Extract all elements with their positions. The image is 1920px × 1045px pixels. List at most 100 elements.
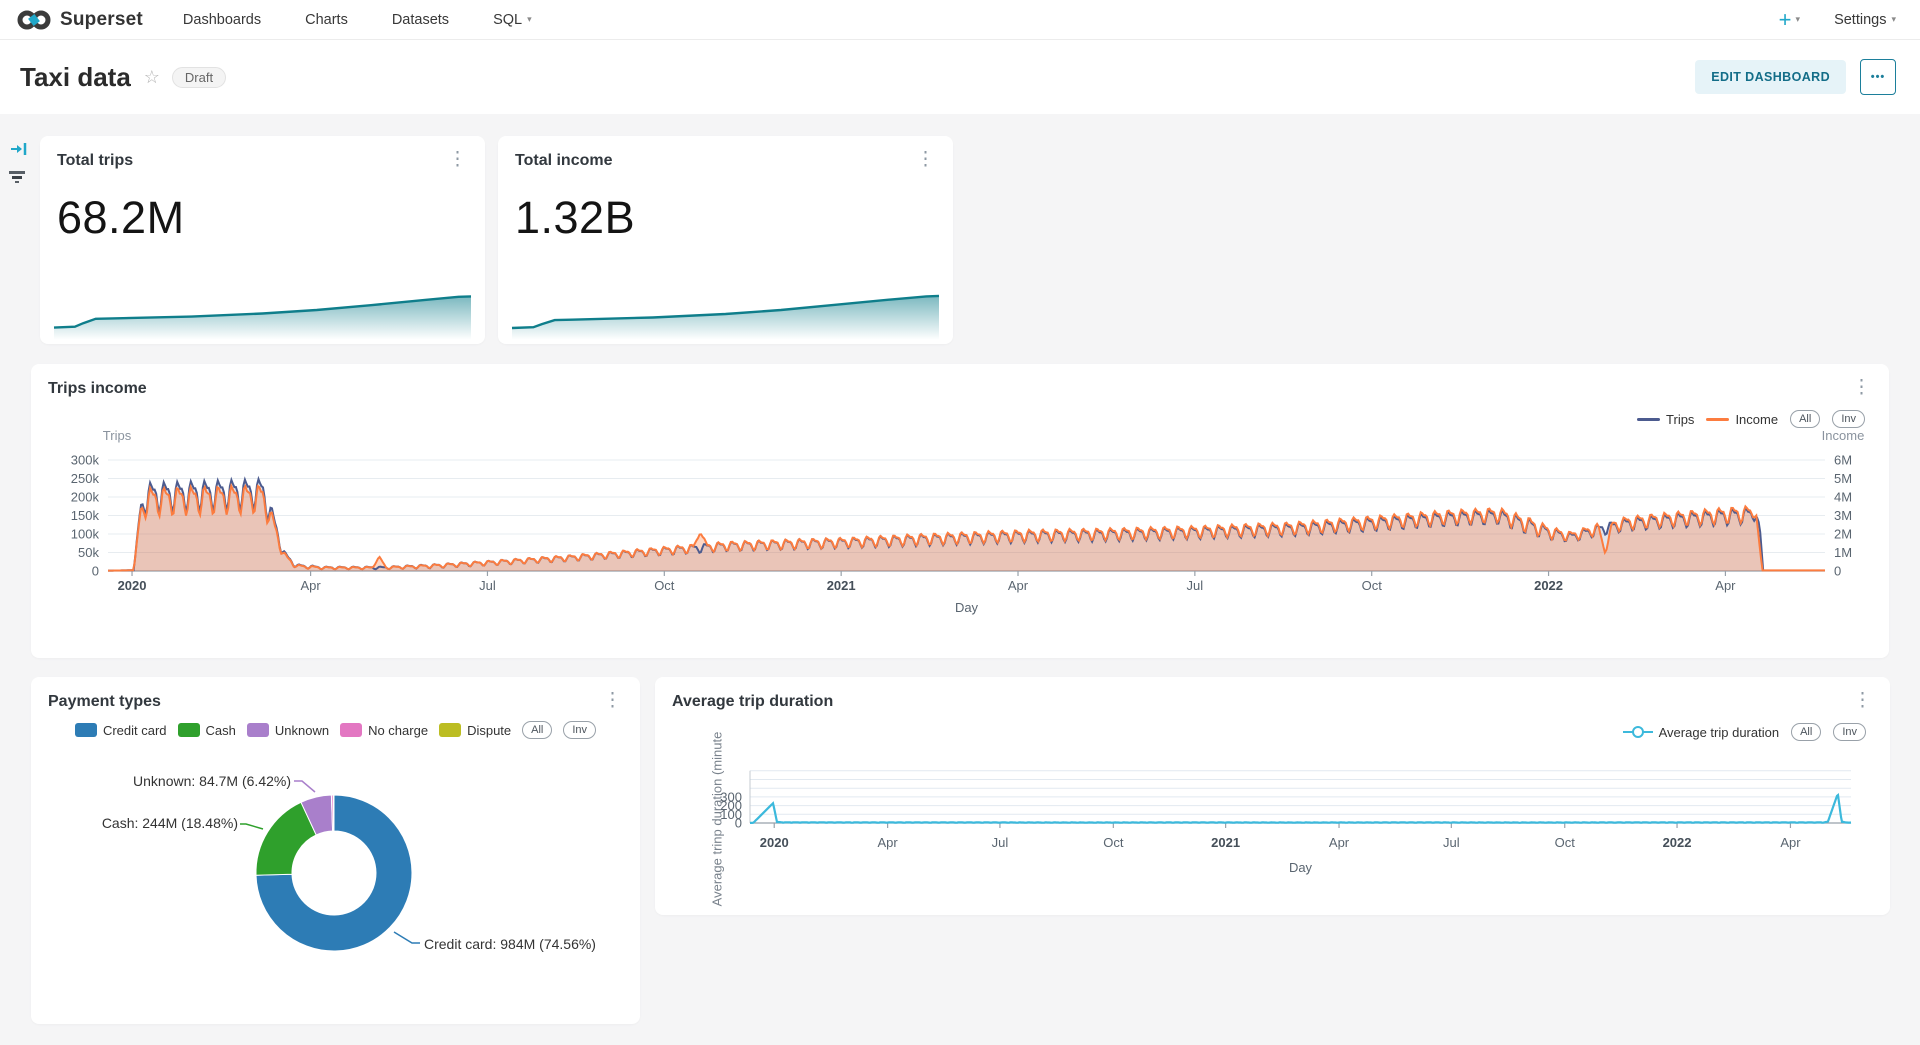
legend-item-avg-trip-duration[interactable]: Average trip duration (1622, 725, 1779, 740)
income-line-swatch (1706, 417, 1730, 421)
nav-item-sql[interactable]: SQL ▾ (493, 11, 532, 28)
chart-title: Average trip duration (672, 693, 834, 710)
legend-item-credit-card[interactable]: Credit card (74, 723, 167, 738)
svg-text:Apr: Apr (1715, 578, 1736, 593)
infinity-logo-icon (17, 10, 51, 29)
trend-sparkline[interactable] (40, 280, 485, 344)
legend-inv-button[interactable]: Inv (1833, 723, 1866, 741)
svg-text:2020: 2020 (118, 578, 147, 593)
svg-text:0: 0 (1834, 564, 1841, 579)
kebab-menu-icon[interactable]: ⋮ (916, 149, 935, 170)
more-options-button[interactable]: ••• (1860, 59, 1896, 95)
svg-text:5M: 5M (1834, 471, 1852, 486)
svg-text:6M: 6M (1834, 453, 1852, 468)
svg-text:300: 300 (720, 789, 742, 804)
svg-text:Apr: Apr (300, 578, 321, 593)
svg-text:100: 100 (720, 807, 742, 822)
chevron-down-icon: ▾ (527, 14, 532, 24)
favorite-star-icon[interactable]: ☆ (143, 66, 160, 87)
expand-filter-bar-icon[interactable] (10, 142, 28, 161)
legend-item-cash[interactable]: Cash (177, 723, 236, 738)
svg-text:2022: 2022 (1534, 578, 1563, 593)
legend-inv-button[interactable]: Inv (1832, 410, 1865, 428)
legend-item-income[interactable]: Income (1706, 412, 1778, 427)
svg-text:Apr: Apr (878, 835, 899, 850)
edit-dashboard-button[interactable]: EDIT DASHBOARD (1695, 60, 1846, 94)
legend-item-unknown[interactable]: Unknown (246, 723, 329, 738)
svg-text:200k: 200k (71, 490, 100, 505)
nav-item-charts[interactable]: Charts (305, 11, 348, 28)
chevron-down-icon: ▾ (1891, 14, 1896, 24)
new-item-button[interactable]: + ▾ (1778, 6, 1800, 32)
card-total-income: Total income ⋮ 1.32B (498, 136, 953, 344)
chart-title: Total trips (57, 152, 134, 169)
chart-legend: Credit card Cash Unknown No charge Dispu… (31, 721, 640, 739)
big-number-value: 1.32B (515, 192, 636, 243)
big-number-value: 68.2M (57, 192, 185, 243)
brand-name: Superset (60, 8, 143, 30)
svg-text:Day: Day (955, 600, 979, 615)
nav-item-dashboards[interactable]: Dashboards (182, 11, 262, 28)
svg-text:Apr: Apr (1329, 835, 1350, 850)
plus-icon: + (1778, 6, 1792, 32)
svg-text:1M: 1M (1834, 545, 1852, 560)
legend-item-no-charge[interactable]: No charge (340, 723, 428, 738)
svg-text:150k: 150k (71, 508, 100, 523)
unknown-swatch (246, 723, 269, 737)
legend-all-button[interactable]: All (1791, 723, 1822, 741)
svg-text:Jul: Jul (479, 578, 496, 593)
dispute-swatch (439, 723, 462, 737)
chart-title: Total income (515, 152, 613, 169)
svg-text:2020: 2020 (760, 835, 789, 850)
svg-text:Jul: Jul (992, 835, 1009, 850)
kebab-menu-icon[interactable]: ⋮ (448, 149, 467, 170)
svg-text:3M: 3M (1834, 508, 1852, 523)
svg-text:2022: 2022 (1663, 835, 1692, 850)
kebab-menu-icon[interactable]: ⋮ (603, 690, 622, 711)
filter-icon[interactable] (8, 171, 26, 183)
svg-text:2M: 2M (1834, 527, 1852, 542)
svg-text:200: 200 (720, 798, 742, 813)
legend-all-button[interactable]: All (522, 721, 553, 739)
svg-text:Oct: Oct (654, 578, 675, 593)
no-charge-swatch (340, 723, 363, 737)
superset-logo[interactable]: Superset (16, 8, 143, 32)
chart-legend: Average trip duration All Inv (1622, 723, 1866, 741)
legend-inv-button[interactable]: Inv (563, 721, 597, 739)
donut-label-credit-card: Credit card: 984M (74.56%) (424, 936, 596, 952)
credit-card-swatch (74, 723, 97, 737)
trend-sparkline[interactable] (498, 280, 953, 344)
svg-text:250k: 250k (71, 471, 100, 486)
draft-badge: Draft (171, 66, 227, 88)
ellipsis-icon: ••• (1870, 71, 1886, 83)
top-nav: Superset Dashboards Charts Datasets SQL ▾… (0, 0, 1920, 40)
settings-menu[interactable]: Settings ▾ (1834, 11, 1896, 28)
dashboard-body: Total trips ⋮ 68.2M Total income ⋮ 1.32B… (0, 114, 1920, 1045)
chart-legend: Trips Income All Inv (1637, 410, 1865, 428)
page-title: Taxi data (20, 61, 131, 92)
svg-text:2021: 2021 (827, 578, 856, 593)
svg-text:Oct: Oct (1555, 835, 1576, 850)
donut-label-unknown: Unknown: 84.7M (6.42%) (133, 773, 291, 789)
svg-text:0: 0 (735, 816, 742, 831)
kebab-menu-icon[interactable]: ⋮ (1852, 377, 1871, 398)
legend-item-dispute[interactable]: Dispute (439, 723, 511, 738)
legend-all-button[interactable]: All (1790, 410, 1821, 428)
svg-text:300k: 300k (71, 453, 100, 468)
trips-line-swatch (1637, 417, 1661, 421)
card-total-trips: Total trips ⋮ 68.2M (40, 136, 485, 344)
trips-income-plot[interactable]: 300k 250k 200k 150k 100k 50k 0 6M 5M 4M 3M 2M 1M 0 Tri… (31, 424, 1889, 658)
dashboard-header: Taxi data ☆ Draft EDIT DASHBOARD ••• (0, 40, 1920, 114)
card-avg-trip-duration: Average trip duration ⋮ Average trip dur… (655, 677, 1890, 915)
legend-item-trips[interactable]: Trips (1637, 412, 1694, 427)
svg-text:Oct: Oct (1103, 835, 1124, 850)
donut-label-cash: Cash: 244M (18.48%) (101, 815, 238, 831)
svg-text:Apr: Apr (1780, 835, 1801, 850)
payment-types-donut[interactable] (31, 677, 640, 1024)
svg-text:4M: 4M (1834, 490, 1852, 505)
nav-item-datasets[interactable]: Datasets (391, 11, 450, 28)
svg-text:Apr: Apr (1008, 578, 1029, 593)
kebab-menu-icon[interactable]: ⋮ (1853, 690, 1872, 711)
chart-title: Payment types (48, 693, 161, 710)
